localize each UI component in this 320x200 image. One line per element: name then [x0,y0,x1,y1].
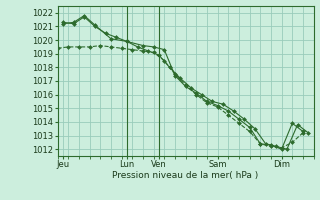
X-axis label: Pression niveau de la mer( hPa ): Pression niveau de la mer( hPa ) [112,171,259,180]
